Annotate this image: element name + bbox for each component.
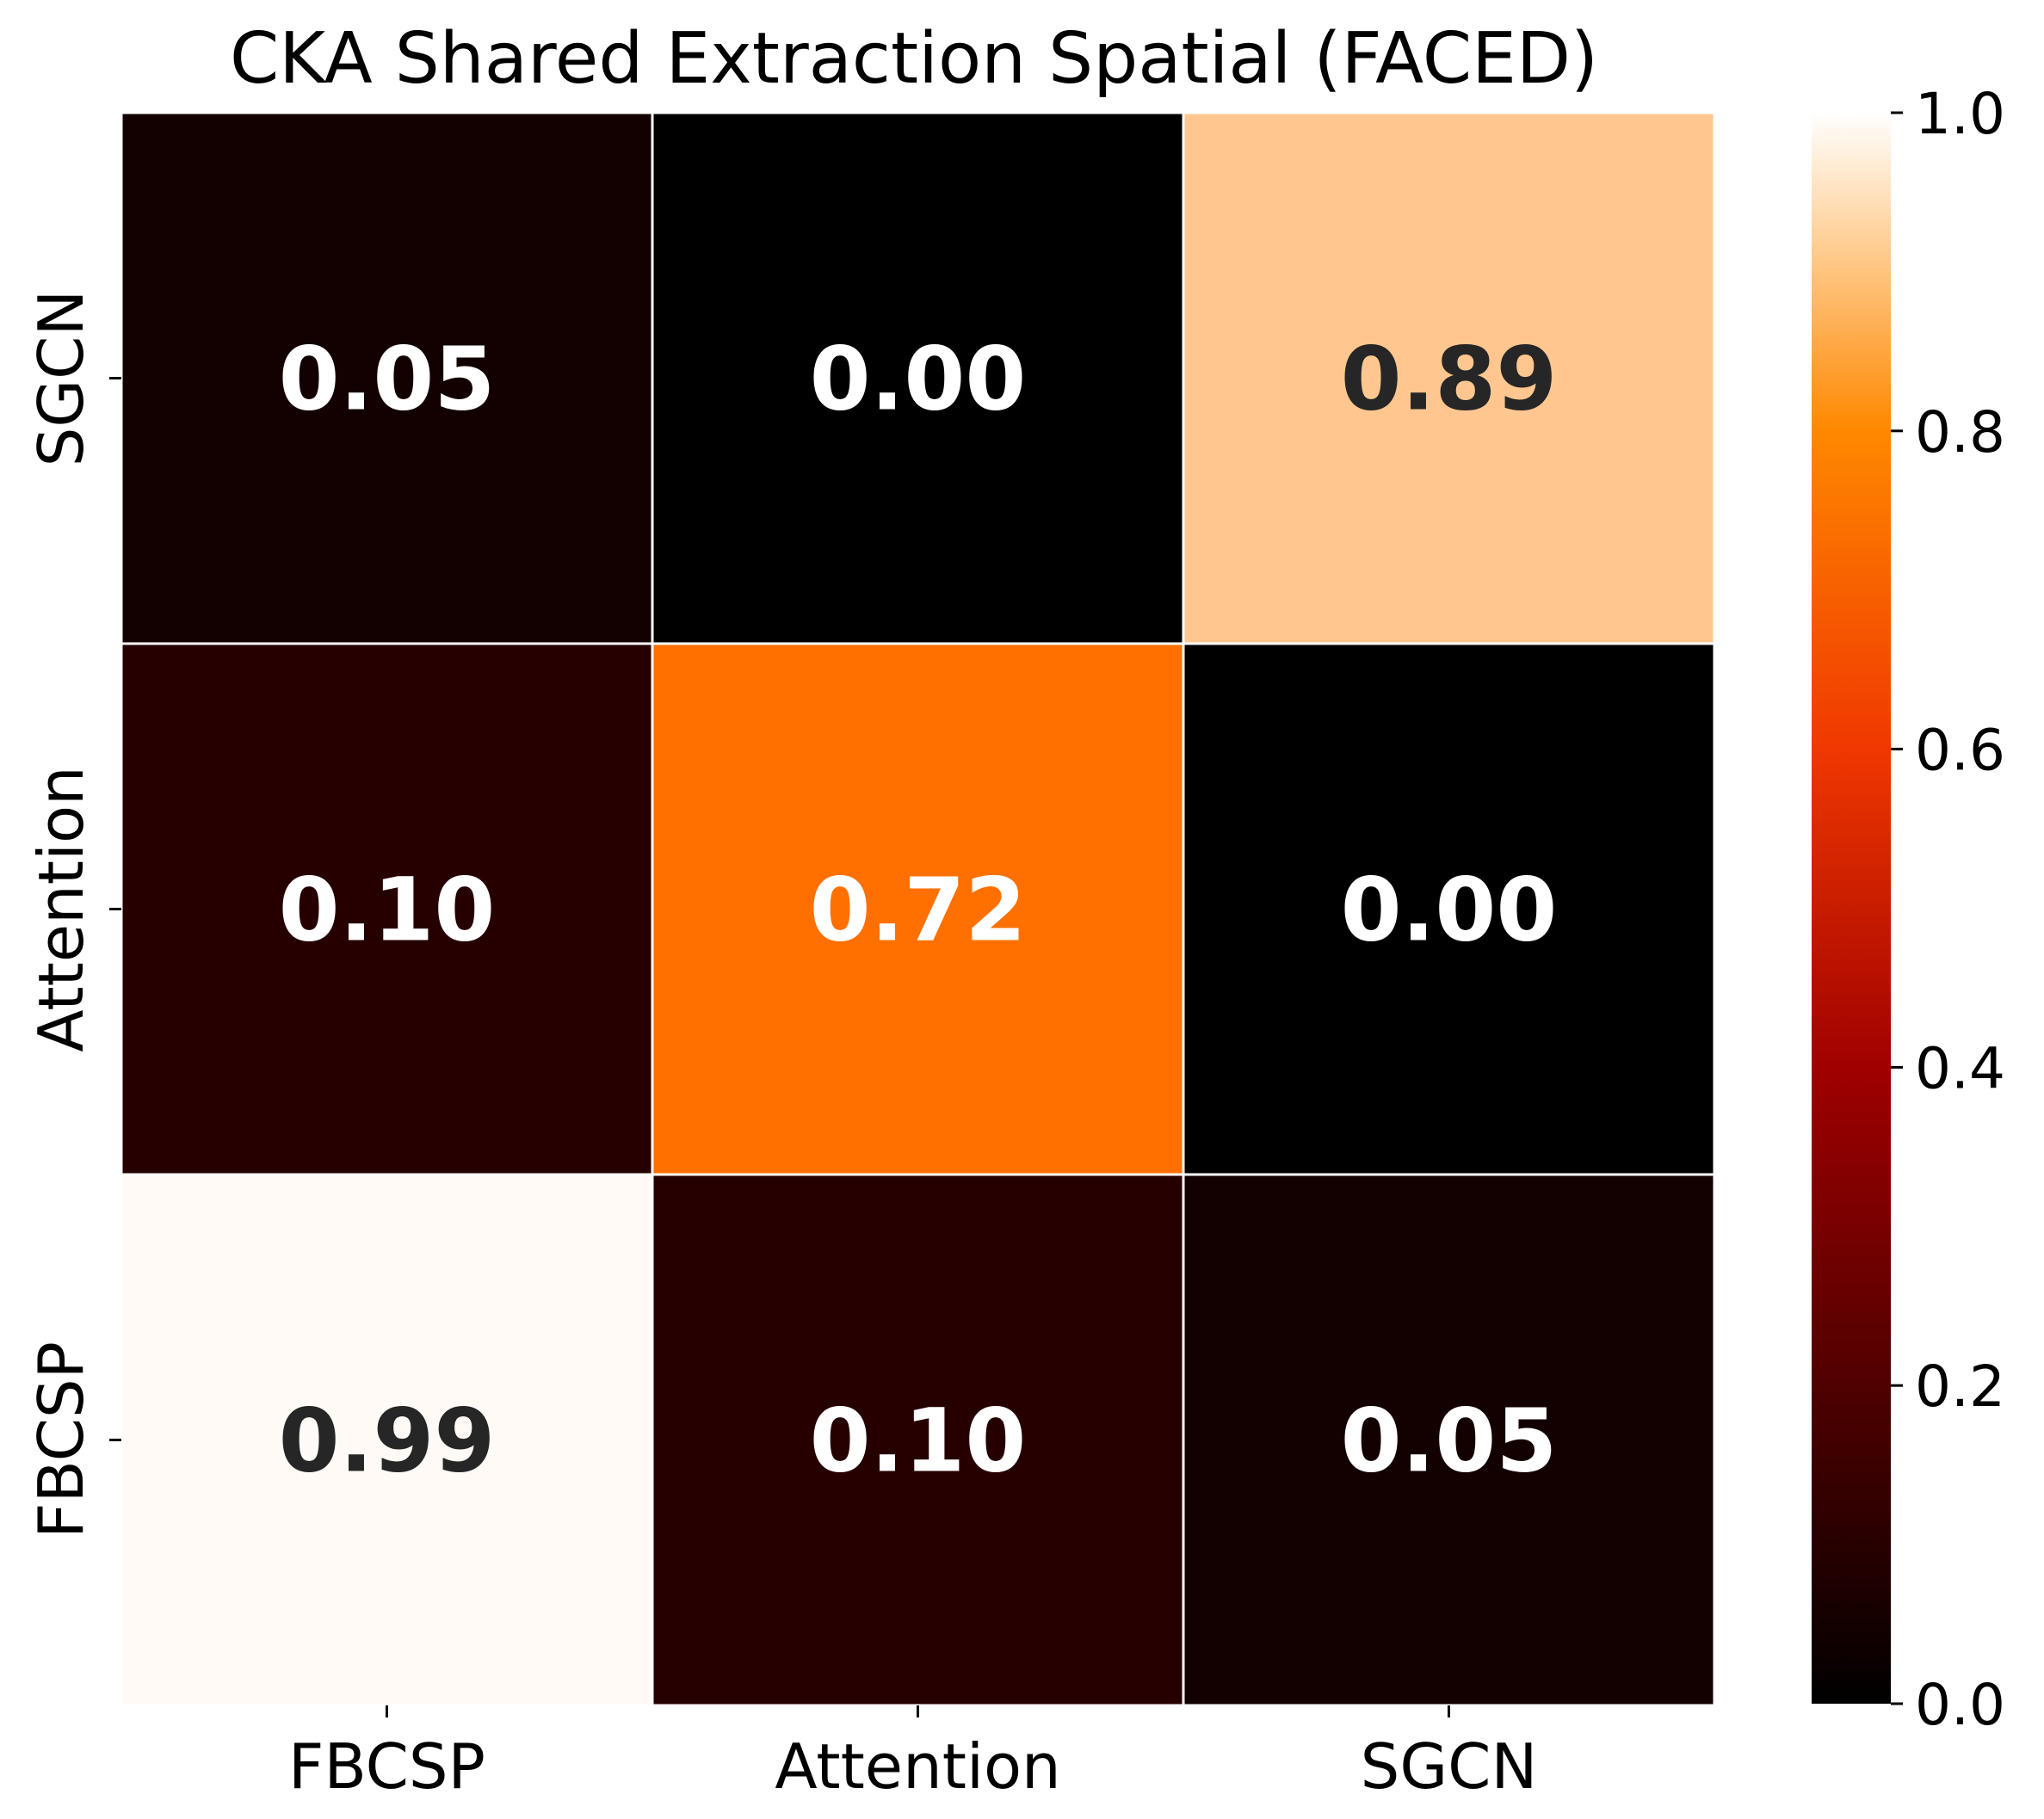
colorbar-tick-label: 0.6 <box>1915 718 2005 784</box>
cell-value-label: 0.89 <box>1341 329 1558 431</box>
cell-value-label: 0.05 <box>1341 1390 1558 1493</box>
y-tick-label: Attention <box>25 766 97 1051</box>
heatmap-cell-labels: 0.05 0.00 0.89 0.10 0.72 0.00 0.99 0.10 0.05 <box>279 329 1558 1493</box>
cell-value-label: 0.00 <box>1341 860 1558 962</box>
colorbar-ticks: 0.0 0.2 0.4 0.6 0.8 1.0 <box>1891 81 2005 1738</box>
colorbar-tick-label: 0.0 <box>1915 1672 2005 1738</box>
heatmap-cell <box>651 1173 1185 1707</box>
x-tick-label: FBCSP <box>288 1730 485 1803</box>
cell-value-label: 0.10 <box>279 860 496 962</box>
cell-value-label: 0.72 <box>810 860 1027 962</box>
y-tick-label: SGCN <box>25 290 97 467</box>
heatmap-cells <box>120 111 1716 1707</box>
heatmap-cell <box>120 111 654 645</box>
colorbar-tick-label: 1.0 <box>1915 81 2005 147</box>
cell-value-label: 0.10 <box>810 1390 1027 1493</box>
cell-value-label: 0.00 <box>810 329 1027 431</box>
colorbar-tick-label: 0.8 <box>1915 399 2005 466</box>
colorbar-tick-label: 0.4 <box>1915 1035 2005 1101</box>
y-tick-label: FBCSP <box>25 1341 97 1538</box>
x-tick-label: Attention <box>775 1730 1060 1803</box>
colorbar-gradient <box>1812 113 1891 1704</box>
heatmap-cell <box>1182 111 1716 645</box>
x-axis: FBCSP Attention SGCN <box>288 1705 1537 1803</box>
heatmap-cell <box>651 642 1185 1176</box>
x-tick-label: SGCN <box>1361 1730 1538 1803</box>
colorbar-tick-label: 0.2 <box>1915 1353 2005 1420</box>
heatmap-cell <box>651 111 1185 645</box>
cell-value-label: 0.05 <box>279 329 496 431</box>
chart-title: CKA Shared Extraction Spatial (FACED) <box>230 18 1598 100</box>
heatmap-cell <box>120 1173 654 1707</box>
colorbar: 0.0 0.2 0.4 0.6 0.8 1.0 <box>1812 81 2005 1738</box>
cell-value-label: 0.99 <box>279 1390 496 1493</box>
heatmap-cell <box>1182 642 1716 1176</box>
heatmap-cell <box>120 642 654 1176</box>
y-axis: SGCN Attention FBCSP <box>25 290 121 1538</box>
